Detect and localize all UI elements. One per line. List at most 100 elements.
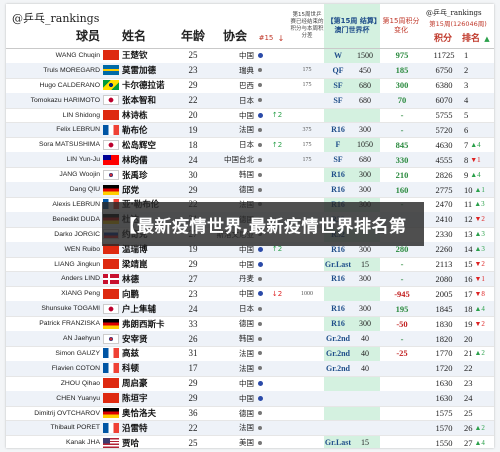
table-row[interactable]: Flavien COTON 科顿 17 法国 Gr.2nd 40 1720 22 — [6, 360, 494, 377]
event-result: Gr.Last — [324, 438, 352, 448]
total-points: 2260 — [435, 244, 453, 255]
table-row[interactable]: WANG Chuqin 王楚钦 25 中国 W 1500 975 11725 1 — [6, 48, 494, 64]
player-age: 26 — [188, 333, 198, 344]
rank-number: 12 — [464, 214, 473, 225]
rank-move: ↓2 — [271, 289, 283, 298]
table-row[interactable]: Kanak JHA 贾哈 25 美国 Gr.Last 15 1550 27 ▲4 — [6, 435, 494, 448]
total-points: 2005 — [435, 288, 453, 299]
table-row[interactable]: XIANG Peng 向鹏 23 中国 ↓2 1000 -945 2005 17 ▼8 — [6, 286, 494, 303]
col-arrow-header: ↓ — [277, 33, 285, 43]
table-row[interactable]: Dimitrij OVTCHAROV 奥恰洛夫 36 德国 1575 25 — [6, 406, 494, 422]
player-name-en: WANG Chuqin — [55, 51, 100, 59]
table-row[interactable]: Anders LIND 林德 27 丹麦 R16 300 - 2080 16 ▼1 — [6, 271, 494, 288]
player-association: 美国 — [239, 438, 254, 448]
table-row[interactable]: Tomokazu HARIMOTO 张本智和 22 日本 SF 680 70 6070 4 — [6, 92, 494, 109]
table-row[interactable]: Thibault PORET 沿雷特 22 法国 1570 26 ▲2 — [6, 420, 494, 437]
points-change: 160 — [395, 184, 409, 195]
bullet-cell — [255, 391, 265, 406]
event-result: SF — [333, 95, 343, 105]
player-name-cn: 陈垣宇 — [122, 394, 148, 405]
player-association: 法国 — [239, 363, 254, 373]
dropping-points — [290, 167, 324, 182]
player-name-cn: 弗朗西斯卡 — [122, 319, 165, 330]
player-name-en: ZHOU Qihao — [60, 379, 100, 387]
rank-position: 2 — [462, 63, 494, 78]
bullet-icon — [258, 127, 262, 132]
player-name-cn: 张本智和 — [122, 96, 157, 107]
bullet-cell — [255, 272, 265, 287]
rank-position: 13 ▲3 — [462, 227, 494, 242]
player-age: 19 — [188, 124, 198, 135]
col-name-header: 姓名 — [122, 28, 147, 43]
de-flag-icon — [103, 318, 119, 329]
rank-position: 23 — [462, 376, 494, 391]
fr-flag-icon — [103, 422, 119, 433]
table-row[interactable]: ZHOU Qihao 周启豪 29 中国 1630 23 — [6, 376, 494, 392]
event-result: Gr.2nd — [326, 334, 350, 344]
table-row[interactable]: Patrick FRANZISKA 弗朗西斯卡 33 德国 R16 300 -50 1830 1… — [6, 316, 494, 333]
bullet-icon — [257, 395, 263, 401]
flag-cell — [102, 78, 120, 93]
player-name-en: Thibault PORET — [50, 424, 100, 432]
event-result — [324, 376, 352, 391]
total-points: 2410 — [435, 214, 453, 225]
player-name-cn: 卡尔德拉诺 — [122, 81, 165, 92]
total-points: 1630 — [435, 378, 453, 389]
rank-up-icon: ▲3 — [474, 230, 485, 239]
table-row[interactable]: Shunsuke TOGAMI 户上隼辅 24 日本 R16 300 195 1845 18 ▲4 — [6, 301, 494, 318]
dropping-points — [290, 331, 324, 346]
flag-cell — [102, 108, 120, 123]
headline-overlay[interactable]: 【最新疫情世界,最新疫情世界排名第 — [102, 202, 424, 246]
player-association: 中国 — [239, 378, 254, 388]
player-age: 23 — [188, 288, 198, 299]
player-association: 中国 — [239, 244, 254, 254]
bullet-cell — [255, 152, 265, 167]
dropping-points — [290, 48, 324, 63]
rank-number: 17 — [464, 288, 473, 299]
points-change — [382, 406, 422, 421]
rank-number: 16 — [464, 273, 473, 284]
rank-number: 8 — [464, 154, 469, 165]
points-change: -25 — [396, 348, 408, 359]
points-change: 195 — [395, 303, 409, 314]
event-result: R16 — [331, 170, 345, 180]
points-change: 210 — [395, 169, 409, 180]
table-row[interactable]: Truls MOREGARD 莫雷加德 23 瑞典 175 QF 450 185 6750 2 — [6, 62, 494, 79]
rank-up-icon: ▲1 — [474, 185, 485, 194]
flag-cell — [102, 435, 120, 448]
cn-flag-icon — [103, 110, 119, 121]
table-row[interactable]: Hugo CALDERANO 卡尔德拉诺 29 巴西 175 SF 680 300 6380 3 — [6, 78, 494, 94]
table-row[interactable]: CHEN Yuanyu 陈垣宇 29 中国 1630 24 — [6, 390, 494, 407]
table-row[interactable]: JANG Woojin 张禹珍 30 韩国 R16 300 210 2826 9 ▲4 — [6, 167, 494, 184]
table-row[interactable]: LIN Shidong 林诗栋 20 中国 ↑2 - 5755 5 — [6, 108, 494, 124]
rank-down-icon: ▼1 — [470, 155, 481, 164]
bullet-icon — [258, 366, 262, 371]
player-name-en: CHEN Yuanyu — [56, 394, 100, 402]
event-result: R16 — [331, 125, 345, 135]
event-result: QF — [332, 65, 344, 75]
fr-flag-icon — [103, 124, 119, 135]
total-points: 5755 — [435, 110, 453, 121]
rank-position: 8 ▼1 — [462, 152, 494, 167]
table-row[interactable]: Felix LEBRUN 勒布伦 19 法国 375 R16 300 - 5720 6 — [6, 122, 494, 139]
table-row[interactable]: LIANG Jingkun 梁靖崑 29 中国 Gr.Last 15-2113 15 ▼2 — [6, 257, 494, 273]
rank-move: ↑2 — [271, 111, 283, 120]
table-row[interactable]: Dang QIU 邱党 29 德国 R16 300 160 2775 10 ▲1 — [6, 182, 494, 198]
rank-position: 3 — [462, 78, 494, 93]
table-row[interactable]: Simon GAUZY 高兹 31 法国 Gr.2nd 40 -25 1770 21 ▲2 — [6, 346, 494, 362]
table-row[interactable]: AN Jaehyun 安宰贤 26 韩国 Gr.2nd 40 - 1820 20 — [6, 331, 494, 347]
event-points: 300 — [359, 319, 371, 329]
rank-down-icon: ▼8 — [474, 289, 485, 298]
flag-cell — [102, 182, 120, 197]
rank-move: ↑2 — [271, 245, 283, 254]
rank-number: 6 — [464, 124, 469, 135]
event-points: 680 — [359, 80, 371, 90]
player-association: 日本 — [239, 140, 254, 150]
event-result: R16 — [331, 304, 345, 314]
player-age: 17 — [188, 363, 198, 374]
dropping-points: 175 — [302, 141, 312, 148]
table-row[interactable]: LIN Yun-Ju 林昀儒 24 中国台北 175 SF 680 330 4555 8 ▼1 — [6, 152, 494, 169]
rank-position: 21 ▲2 — [462, 346, 494, 361]
rank-up-icon: ▲4 — [470, 140, 481, 149]
table-row[interactable]: Sora MATSUSHIMA 松岛辉空 18 日本 ↑2 175 F 1050 845 4630… — [6, 137, 494, 154]
